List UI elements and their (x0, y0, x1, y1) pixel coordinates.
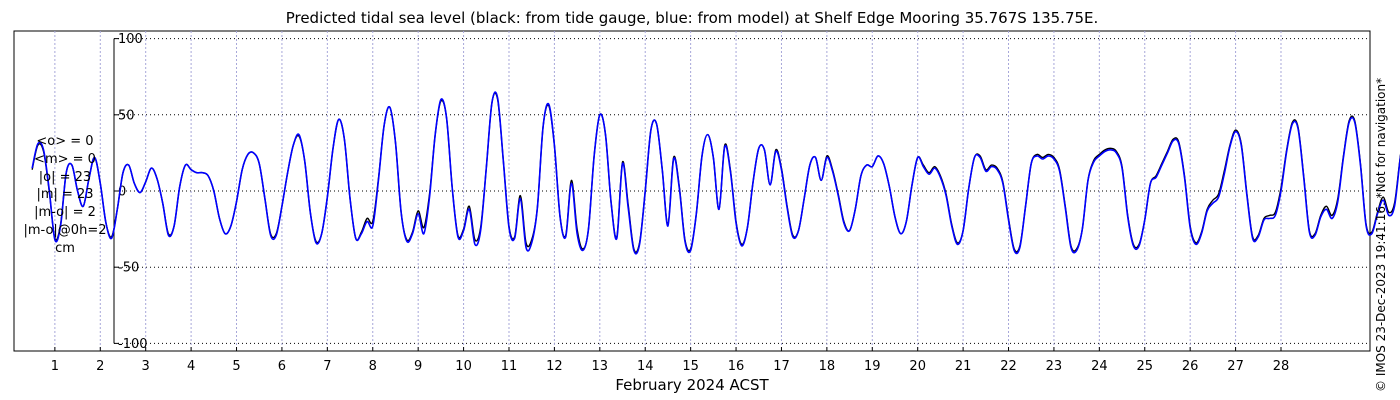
x-tick-label: 24 (1091, 359, 1108, 374)
y-tick-label: -100 (118, 337, 148, 352)
series-layer (31, 91, 1400, 255)
x-axis-label: February 2024 ACST (615, 376, 769, 394)
x-tick-label: 25 (1136, 359, 1153, 374)
x-tick-label: 10 (455, 359, 472, 374)
y-tick-label: -50 (118, 261, 139, 276)
x-tick-label: 18 (819, 359, 836, 374)
x-tick-label: 17 (773, 359, 790, 374)
tide-gauge-series-line (31, 92, 1400, 254)
x-tick-label: 22 (1000, 359, 1017, 374)
stat-mean-model: <m> = 0 (34, 151, 96, 167)
x-tick-label: 1 (51, 359, 59, 374)
x-tick-label: 28 (1273, 359, 1290, 374)
x-tick-label: 23 (1046, 359, 1063, 374)
statistics-panel: <o> = 0 <m> = 0 |o| = 23 |m| = 23 |m-o| … (14, 133, 116, 258)
x-tick-label: 2 (96, 359, 104, 374)
copyright-credit: © IMOS 23-Dec-2023 19:41:16. *Not for na… (1374, 77, 1388, 392)
y-tick-label: 100 (118, 32, 143, 47)
stat-abs-model: |m| = 23 (36, 187, 94, 203)
x-tick-label: 5 (232, 359, 240, 374)
x-tick-label: 3 (142, 359, 150, 374)
x-tick-label: 26 (1182, 359, 1199, 374)
stat-abs-observed: |o| = 23 (38, 169, 92, 185)
x-tick-label: 6 (278, 359, 286, 374)
x-tick-label: 4 (187, 359, 195, 374)
model-series-line (31, 91, 1400, 255)
grid-layer (54, 31, 1370, 351)
x-tick-label: 14 (637, 359, 654, 374)
x-tick-label: 9 (414, 359, 422, 374)
plot-frame (13, 30, 1371, 352)
x-tick-label: 11 (501, 359, 518, 374)
x-tick-label: 20 (909, 359, 926, 374)
y-tick-label: 50 (118, 108, 135, 123)
x-tick-label: 27 (1227, 359, 1244, 374)
chart-title: Predicted tidal sea level (black: from t… (285, 9, 1099, 27)
stat-units: cm (55, 240, 75, 256)
stat-abs-difference-0h: |m-o|@0h=2 (23, 222, 107, 238)
x-tick-label: 16 (728, 359, 745, 374)
x-tick-label: 21 (955, 359, 972, 374)
x-tick-label: 8 (369, 359, 377, 374)
x-tick-label: 19 (864, 359, 881, 374)
x-tick-label: 15 (682, 359, 699, 374)
x-tick-label: 7 (323, 359, 331, 374)
x-tick-label: 13 (592, 359, 609, 374)
y-tick-label: 0 (118, 185, 126, 200)
stat-mean-observed: <o> = 0 (36, 134, 94, 149)
stat-abs-difference: |m-o| = 2 (34, 205, 96, 221)
x-tick-label: 12 (546, 359, 563, 374)
